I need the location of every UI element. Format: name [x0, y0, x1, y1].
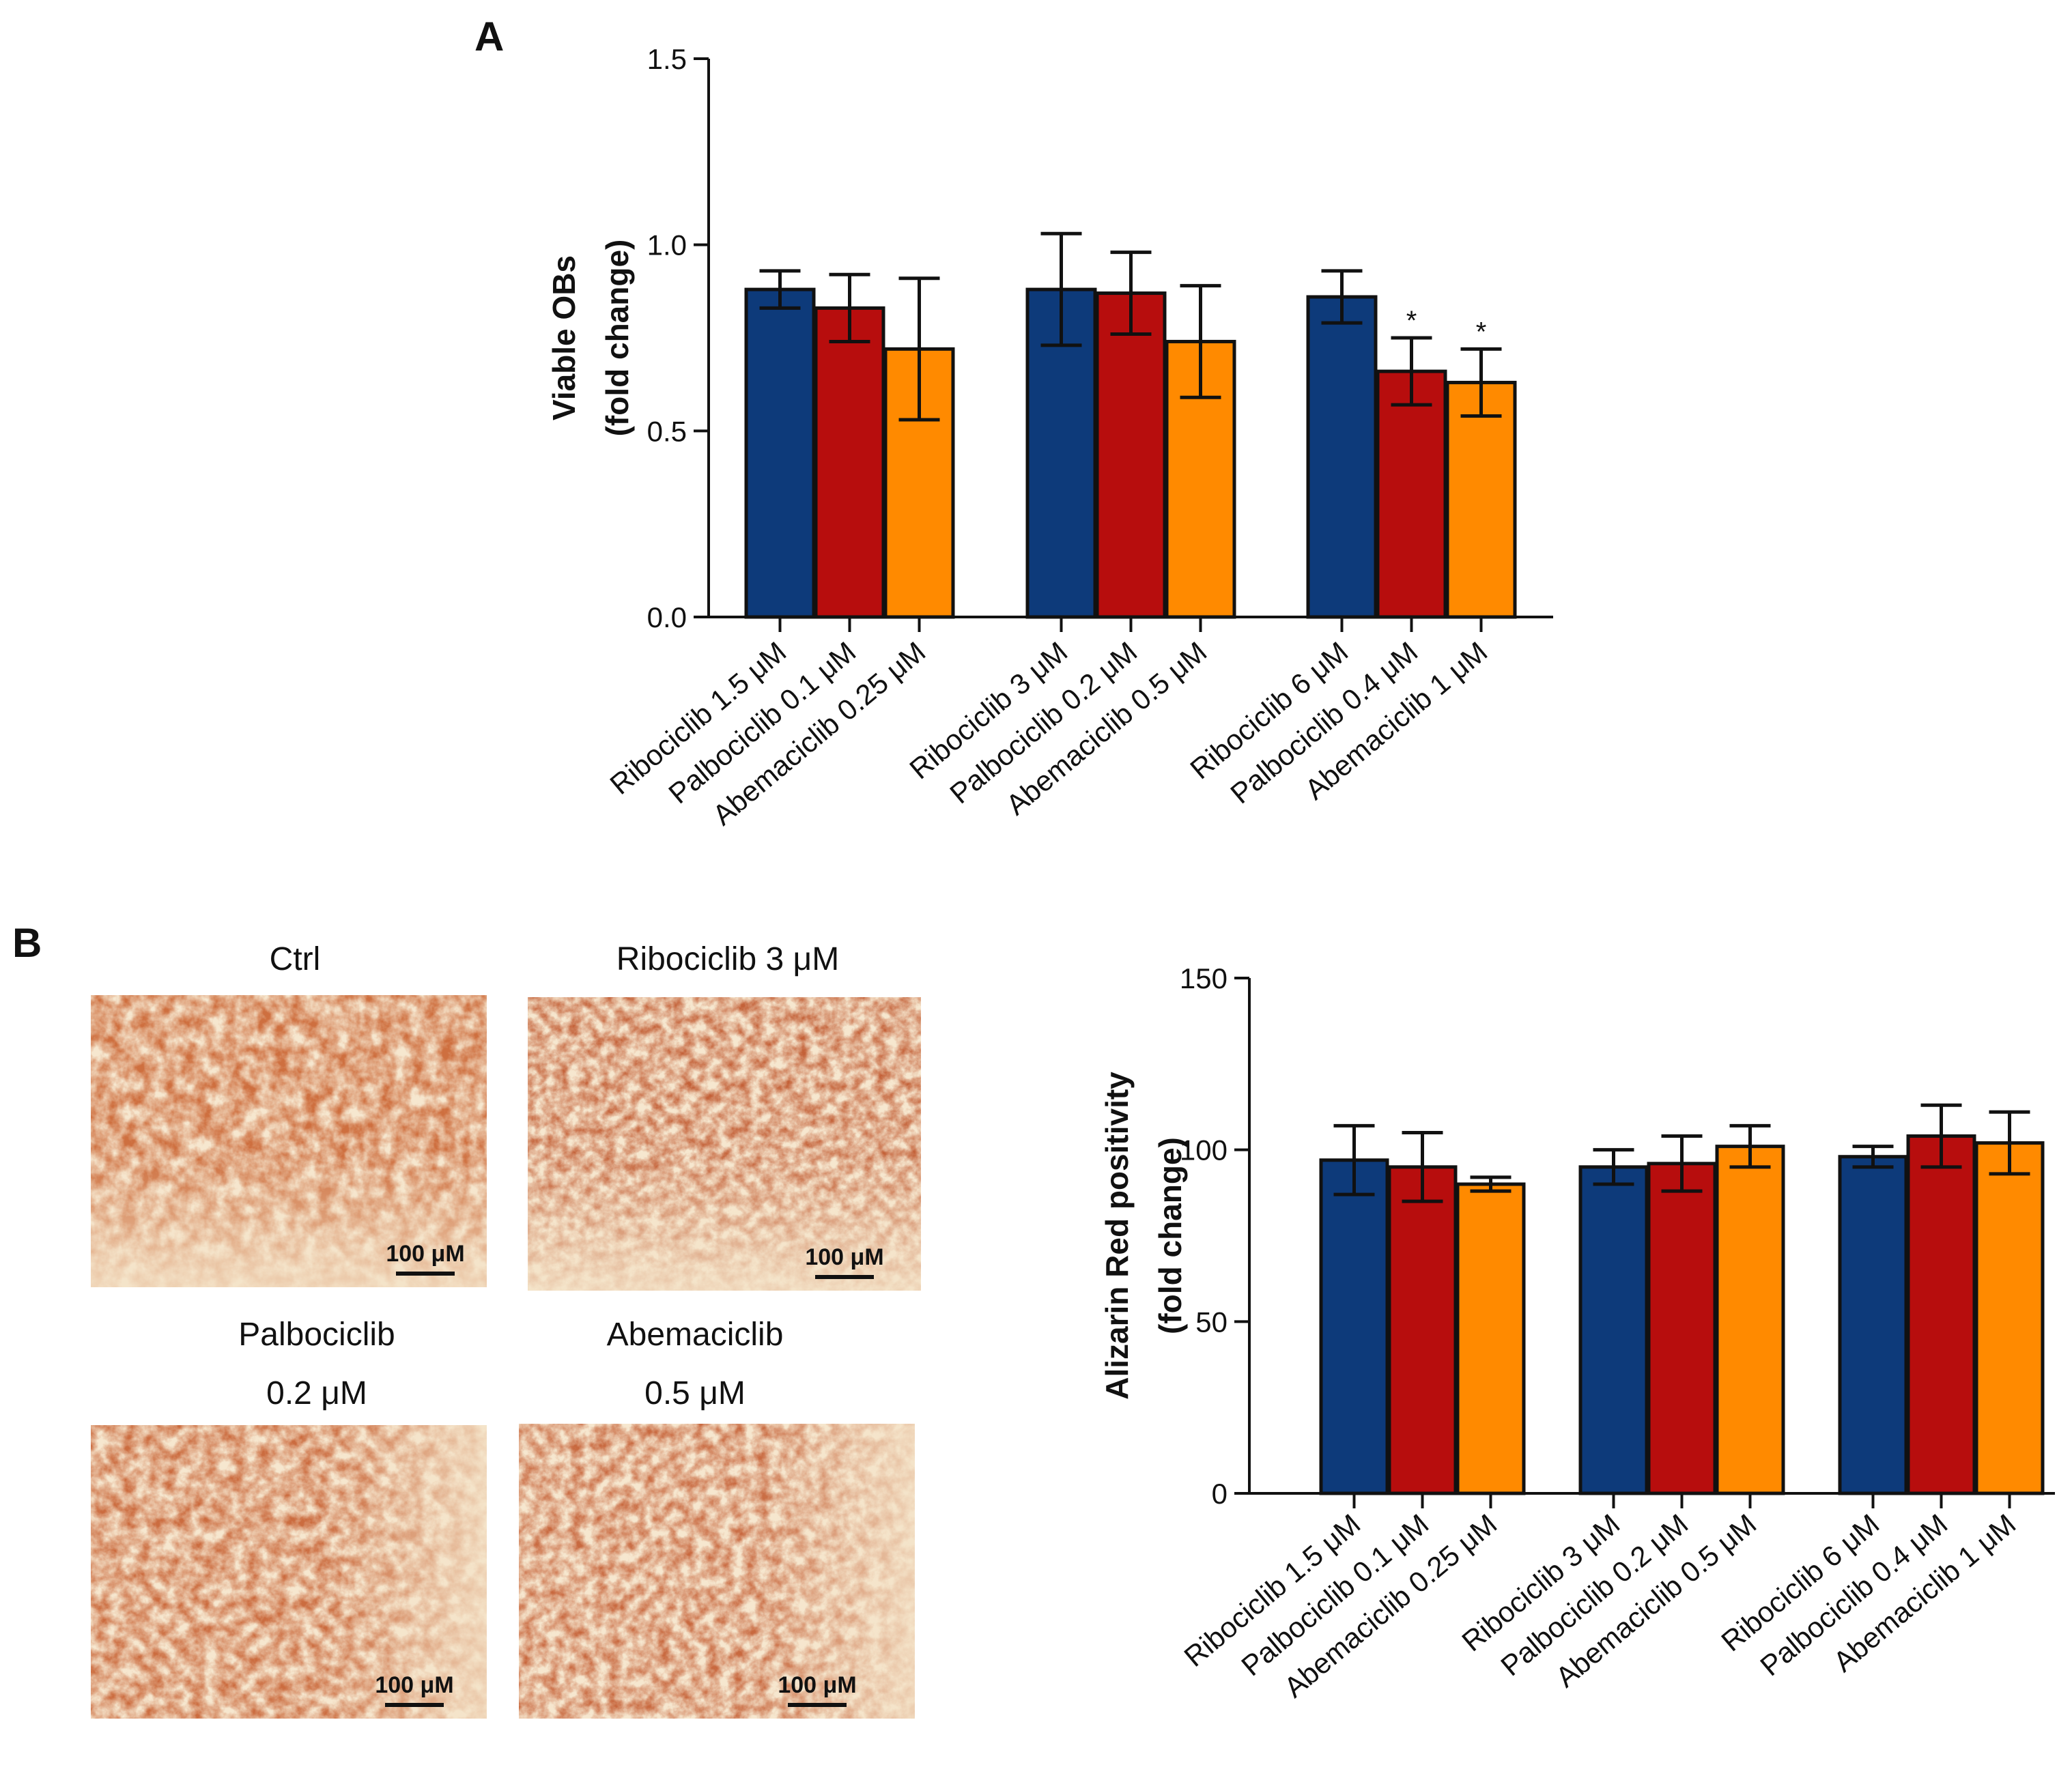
bar	[1906, 1134, 1976, 1495]
bar	[1578, 1165, 1649, 1495]
panel-letter-b: B	[12, 920, 42, 966]
micrograph-caption-palbociclib-line1: Palbociclib	[238, 1317, 395, 1353]
micrograph-ctrl: 100 μM	[91, 995, 487, 1287]
micrograph-caption-abemaciclib-line2: 0.5 μM	[644, 1375, 746, 1411]
bar	[1838, 1155, 1908, 1495]
micrograph-caption-palbociclib-line2: 0.2 μM	[266, 1375, 367, 1411]
y-tick-label: 0.0	[647, 601, 687, 633]
y-tick-label: 100	[1180, 1134, 1227, 1166]
micrograph-caption-ribociclib: Ribociclib 3 μM	[616, 941, 839, 977]
micrograph-caption-abemaciclib-line1: Abemaciclib	[607, 1317, 784, 1353]
panel-letter-a: A	[474, 14, 504, 59]
y-axis-title: (fold change)	[599, 240, 635, 437]
scale-bar-label: 100 μM	[805, 1244, 883, 1270]
bar	[1715, 1145, 1785, 1495]
y-tick-label: 0	[1212, 1478, 1227, 1510]
y-tick-label: 1.5	[647, 43, 687, 75]
significance-marker: *	[1406, 306, 1417, 336]
y-axis-title: (fold change)	[1152, 1137, 1188, 1334]
bar	[1974, 1141, 2045, 1495]
significance-marker: *	[1476, 317, 1487, 347]
y-axis-title: Alizarin Red positivity	[1099, 1072, 1135, 1400]
scale-bar-label: 100 μM	[375, 1672, 453, 1698]
micrograph-abemaciclib-0-5um: 100 μM	[519, 1424, 915, 1719]
micrograph-grid: Ctrl Ribociclib 3 μM Palbociclib 0.2 μM …	[91, 941, 921, 1719]
y-axis-title: Viable OBs	[546, 255, 582, 420]
y-tick-label: 1.0	[647, 229, 687, 261]
micrograph-ribociclib-3um: 100 μM	[528, 997, 921, 1291]
scale-bar-label: 100 μM	[778, 1672, 856, 1698]
chart-alizarin-red: 0 50 100 150 Alizarin Red positivity (fold ch…	[1099, 962, 2055, 1704]
y-tick-label: 150	[1180, 962, 1227, 994]
bar	[1319, 1158, 1389, 1495]
bar	[1387, 1165, 1458, 1495]
micrograph-palbociclib-0-2um: 100 μM	[91, 1425, 487, 1719]
bar	[814, 306, 885, 619]
y-tick-label: 50	[1195, 1306, 1227, 1338]
bar	[1647, 1162, 1717, 1495]
bar	[1306, 295, 1378, 619]
bar	[1376, 369, 1447, 619]
bar	[1456, 1182, 1526, 1495]
scale-bar-label: 100 μM	[386, 1241, 464, 1267]
bar	[1095, 291, 1167, 619]
y-tick-label: 0.5	[647, 415, 687, 447]
micrograph-caption-ctrl: Ctrl	[270, 941, 321, 977]
bar	[744, 287, 816, 619]
